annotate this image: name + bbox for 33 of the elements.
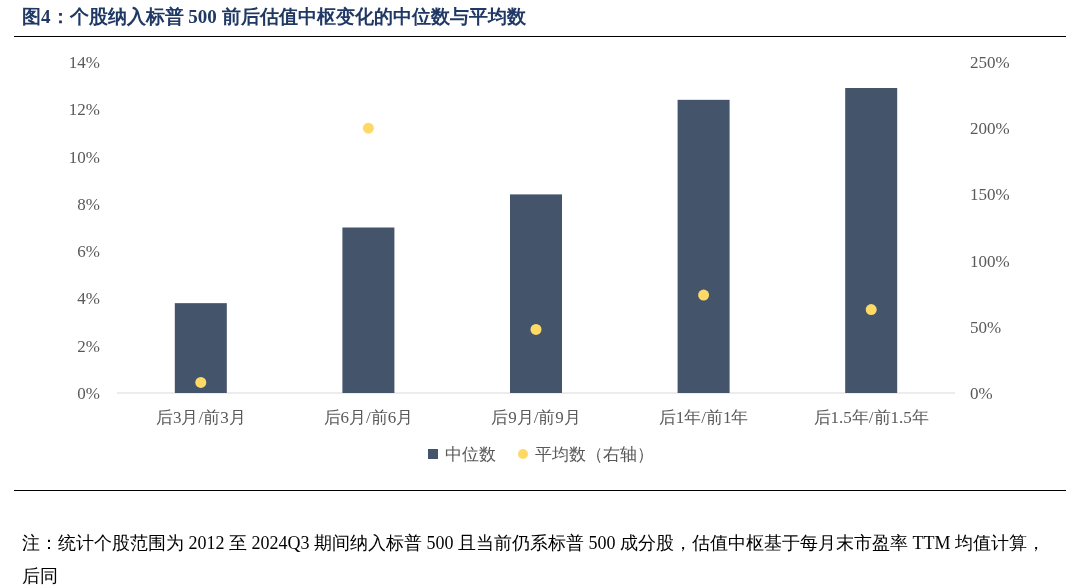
text: 注：统计个股范围为 2012 至 2024Q3 期间纳入标普 500 且当前仍系标普 500 成分股，估值中枢基于每月末市盈率 TTM 均值计算，后同 [22,532,1046,586]
bar [174,303,227,393]
y-tick-label: 0% [77,384,100,403]
y-tick-label: 4% [77,289,100,309]
point [195,376,207,388]
y2-tick-label: 150% [970,185,1010,205]
x-tick-label: 后1年/前1年 [658,408,749,427]
x-tick-label: 后9月/前9月 [491,408,581,427]
y-tick-label: 14% [68,53,100,72]
y-tick-label: 2% [77,336,100,356]
y-tick-label: 6% [77,242,100,262]
bar [510,194,562,393]
bar [342,227,395,393]
legend-label: 平均数（右轴） [535,445,654,464]
y2-tick-label: 100% [970,251,1010,271]
chart-title: 图4：个股纳入标普 500 前后估值中枢变化的中位数与平均数 [22,5,526,29]
x-tick-label: 后6月/前6月 [323,408,414,427]
y-tick-label: 12% [68,100,100,120]
point [362,122,374,134]
y2-tick-label: 50% [970,317,1002,337]
point [865,304,877,316]
y2-tick-label: 200% [970,119,1010,139]
point [530,323,542,335]
point [698,289,710,301]
y-tick-label: 10% [68,147,100,167]
x-tick-label: 后1.5年/前1.5年 [813,408,929,427]
x-tick-label: 后3月/前3月 [155,408,246,427]
bar [677,99,730,393]
y-tick-label: 8% [77,194,100,214]
y2-tick-label: 250% [970,53,1010,72]
y2-tick-label: 0% [970,384,993,403]
legend-label: 中位数 [445,445,496,464]
bar [845,88,898,393]
